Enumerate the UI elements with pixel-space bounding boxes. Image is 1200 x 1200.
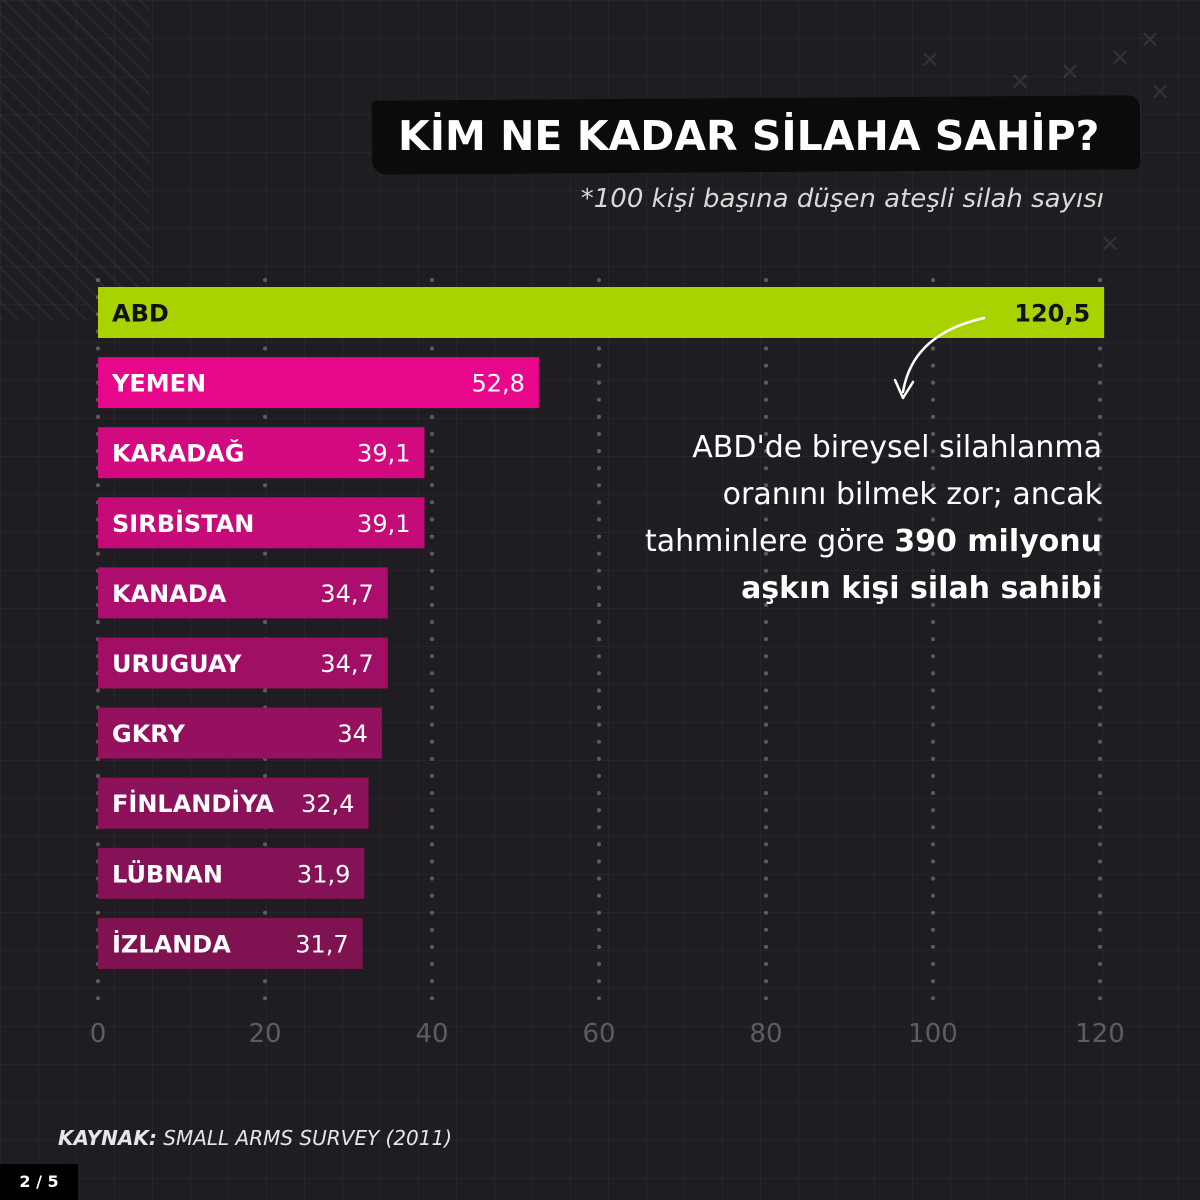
x-tick-label: 120 (1075, 1019, 1125, 1049)
x-axis-ticks: 0 20 40 60 80 100 120 (90, 1019, 1125, 1049)
source-note: KAYNAK: SMALL ARMS SURVEY (2011) (58, 1126, 452, 1150)
callout-annotation: ABD'de bireysel silahlanma oranını bilme… (582, 424, 1102, 612)
bar-category-label: ABD (112, 300, 169, 328)
decor-cross-icon: ✕ (1110, 44, 1131, 72)
decor-cross-icon: ✕ (1060, 58, 1081, 86)
bar (98, 497, 425, 549)
bar (98, 777, 369, 829)
bar-value-label: 34,7 (320, 580, 373, 608)
callout-arrowhead-icon (893, 378, 915, 400)
bar (98, 707, 382, 759)
x-tick-label: 0 (90, 1019, 107, 1049)
bar-value-label: 39,1 (357, 510, 410, 538)
x-tick-label: 20 (248, 1019, 281, 1049)
bar-value-label: 31,7 (295, 930, 348, 958)
decor-cross-icon: ✕ (1010, 68, 1031, 96)
callout-arrow-icon (901, 316, 986, 394)
bar-category-label: YEMEN (111, 370, 206, 398)
decor-cross-icon: ✕ (1100, 230, 1121, 258)
bar-value-label: 34,7 (320, 650, 373, 678)
decor-cross-icon: ✕ (1140, 26, 1161, 54)
bar-category-label: FİNLANDİYA (112, 789, 274, 818)
bar (98, 287, 1105, 338)
bar-category-label: İZLANDA (112, 929, 231, 958)
chart-subtitle: *100 kişi başına düşen ateşli silah sayı… (580, 184, 1104, 214)
callout-arrow (893, 316, 986, 400)
bar-value-label: 39,1 (357, 440, 410, 468)
bar (98, 427, 425, 479)
source-text: SMALL ARMS SURVEY (2011) (156, 1126, 453, 1150)
x-tick-label: 80 (749, 1019, 782, 1049)
bar-category-label: KARADAĞ (112, 438, 244, 468)
decor-cross-icon: ✕ (920, 46, 941, 74)
bar (98, 917, 363, 969)
bar-value-label: 34 (337, 720, 368, 748)
bar-category-label: URUGUAY (112, 650, 242, 678)
bar-chart: ABD 120,5 YEMEN 52,8 KARADAĞ 39,1 SIRBİSTAN 39,… (90, 278, 1125, 1049)
bar (98, 567, 388, 619)
bar (98, 637, 388, 689)
annotation-bold: 390 milyonu aşkın kişi silah sahibi (741, 524, 1102, 606)
bar (98, 847, 365, 899)
bar-category-label: LÜBNAN (112, 858, 223, 888)
page-title: KİM NE KADAR SİLAHA SAHİP? (398, 112, 1100, 160)
bars: ABD 120,5 YEMEN 52,8 KARADAĞ 39,1 SIRBİSTAN 39,… (98, 287, 1105, 969)
x-tick-label: 100 (908, 1019, 958, 1049)
bar-category-label: GKRY (112, 720, 185, 748)
bar-value-label: 32,4 (301, 790, 354, 818)
source-label: KAYNAK: (58, 1126, 157, 1150)
bar-value-label: 120,5 (1014, 300, 1090, 328)
bar-value-label: 31,9 (297, 860, 350, 888)
annotation-text: ABD'de bireysel silahlanma oranını bilme… (644, 430, 1102, 559)
background-stripes (0, 0, 150, 320)
decor-cross-icon: ✕ (1150, 78, 1171, 106)
x-tick-label: 40 (415, 1019, 448, 1049)
bar (98, 357, 539, 409)
page-indicator: 2 / 5 (0, 1164, 78, 1200)
bar-category-label: KANADA (112, 580, 227, 608)
bar-category-label: SIRBİSTAN (112, 509, 254, 538)
bar-value-label: 52,8 (471, 370, 524, 398)
x-tick-label: 60 (582, 1019, 615, 1049)
